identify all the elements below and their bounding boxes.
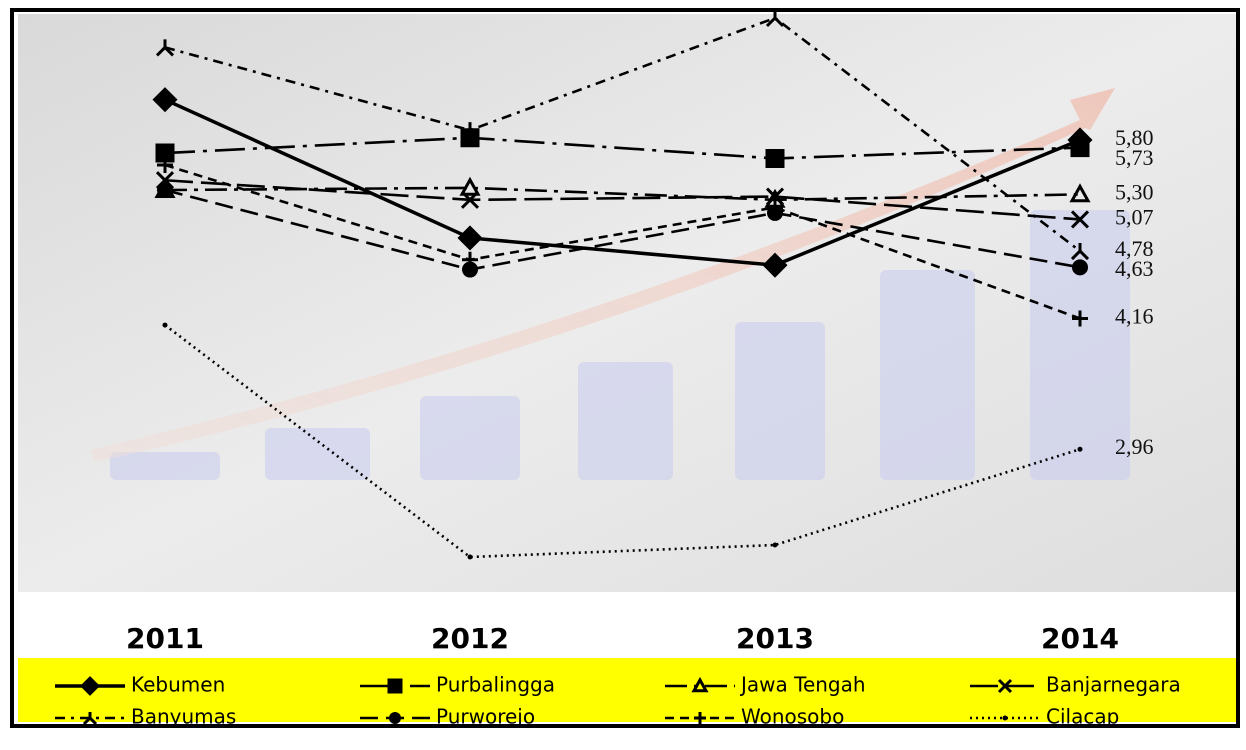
marker (1070, 210, 1090, 229)
legend-marker (997, 678, 1013, 694)
series (164, 188, 1081, 271)
legend-background (18, 658, 1236, 722)
value-label: 5,30 (1115, 179, 1154, 204)
line (164, 136, 1081, 160)
legend-label: Banyumas (131, 705, 236, 729)
marker (1069, 183, 1091, 203)
legend-marker (691, 676, 709, 693)
line (164, 324, 1081, 559)
legend-marker (389, 712, 401, 724)
line (164, 188, 1081, 271)
line (164, 98, 1081, 267)
legend-label: Wonosobo (741, 705, 844, 729)
value-label: 4,63 (1115, 256, 1154, 281)
series (164, 178, 1081, 221)
marker (162, 322, 168, 328)
marker (460, 190, 480, 209)
marker (459, 176, 481, 196)
value-label: 5,73 (1115, 145, 1154, 170)
marker (460, 122, 480, 140)
line (164, 178, 1081, 221)
marker (467, 554, 473, 560)
marker (1072, 259, 1088, 276)
legend-marker (694, 712, 706, 724)
x-tick-label: 2013 (736, 622, 814, 655)
value-label: 5,07 (1115, 204, 1154, 229)
marker (462, 251, 478, 268)
legend-item: Banjarnegara (970, 673, 1181, 697)
marker (762, 252, 788, 278)
marker (155, 143, 175, 163)
background-decoration (90, 88, 1130, 480)
marker (462, 261, 478, 278)
value-label: 4,78 (1115, 236, 1154, 261)
legend-label: Purbalingga (436, 673, 555, 697)
legend-marker (1002, 715, 1008, 721)
marker (157, 182, 173, 199)
marker (765, 187, 785, 206)
x-tick-label: 2011 (126, 622, 204, 655)
marker (457, 225, 483, 251)
legend-item: Cilacap (970, 705, 1119, 729)
marker (155, 39, 175, 57)
legend-label: Purworejo (436, 705, 535, 729)
marker (157, 157, 173, 173)
marker (767, 199, 783, 216)
x-tick-label: 2012 (431, 622, 509, 655)
x-tick-label: 2014 (1041, 622, 1119, 655)
legend-label: Cilacap (1046, 705, 1119, 729)
marker (765, 148, 785, 168)
legend-marker (387, 678, 403, 694)
marker (1077, 446, 1083, 452)
legend-item: Kebumen (55, 673, 225, 697)
marker (1070, 243, 1090, 261)
line (164, 16, 1081, 253)
legend-item: Jawa Tengah (665, 673, 866, 697)
marker (772, 542, 778, 548)
series (164, 98, 1081, 267)
value-label: 4,16 (1115, 304, 1154, 329)
legend-label: Kebumen (131, 673, 225, 697)
legend-marker (80, 676, 100, 696)
series (164, 16, 1081, 253)
legend-label: Banjarnegara (1046, 673, 1181, 697)
marker (152, 87, 178, 113)
legend-label: Jawa Tengah (739, 673, 866, 697)
legend-item: Purbalingga (360, 673, 555, 697)
legend-marker (82, 712, 98, 726)
value-label: 2,96 (1115, 434, 1154, 459)
value-label: 5,80 (1115, 125, 1154, 150)
series (164, 136, 1081, 160)
marker (1070, 138, 1090, 158)
frame (10, 8, 1240, 728)
marker (1072, 310, 1088, 327)
series (164, 324, 1081, 559)
marker (765, 10, 785, 28)
